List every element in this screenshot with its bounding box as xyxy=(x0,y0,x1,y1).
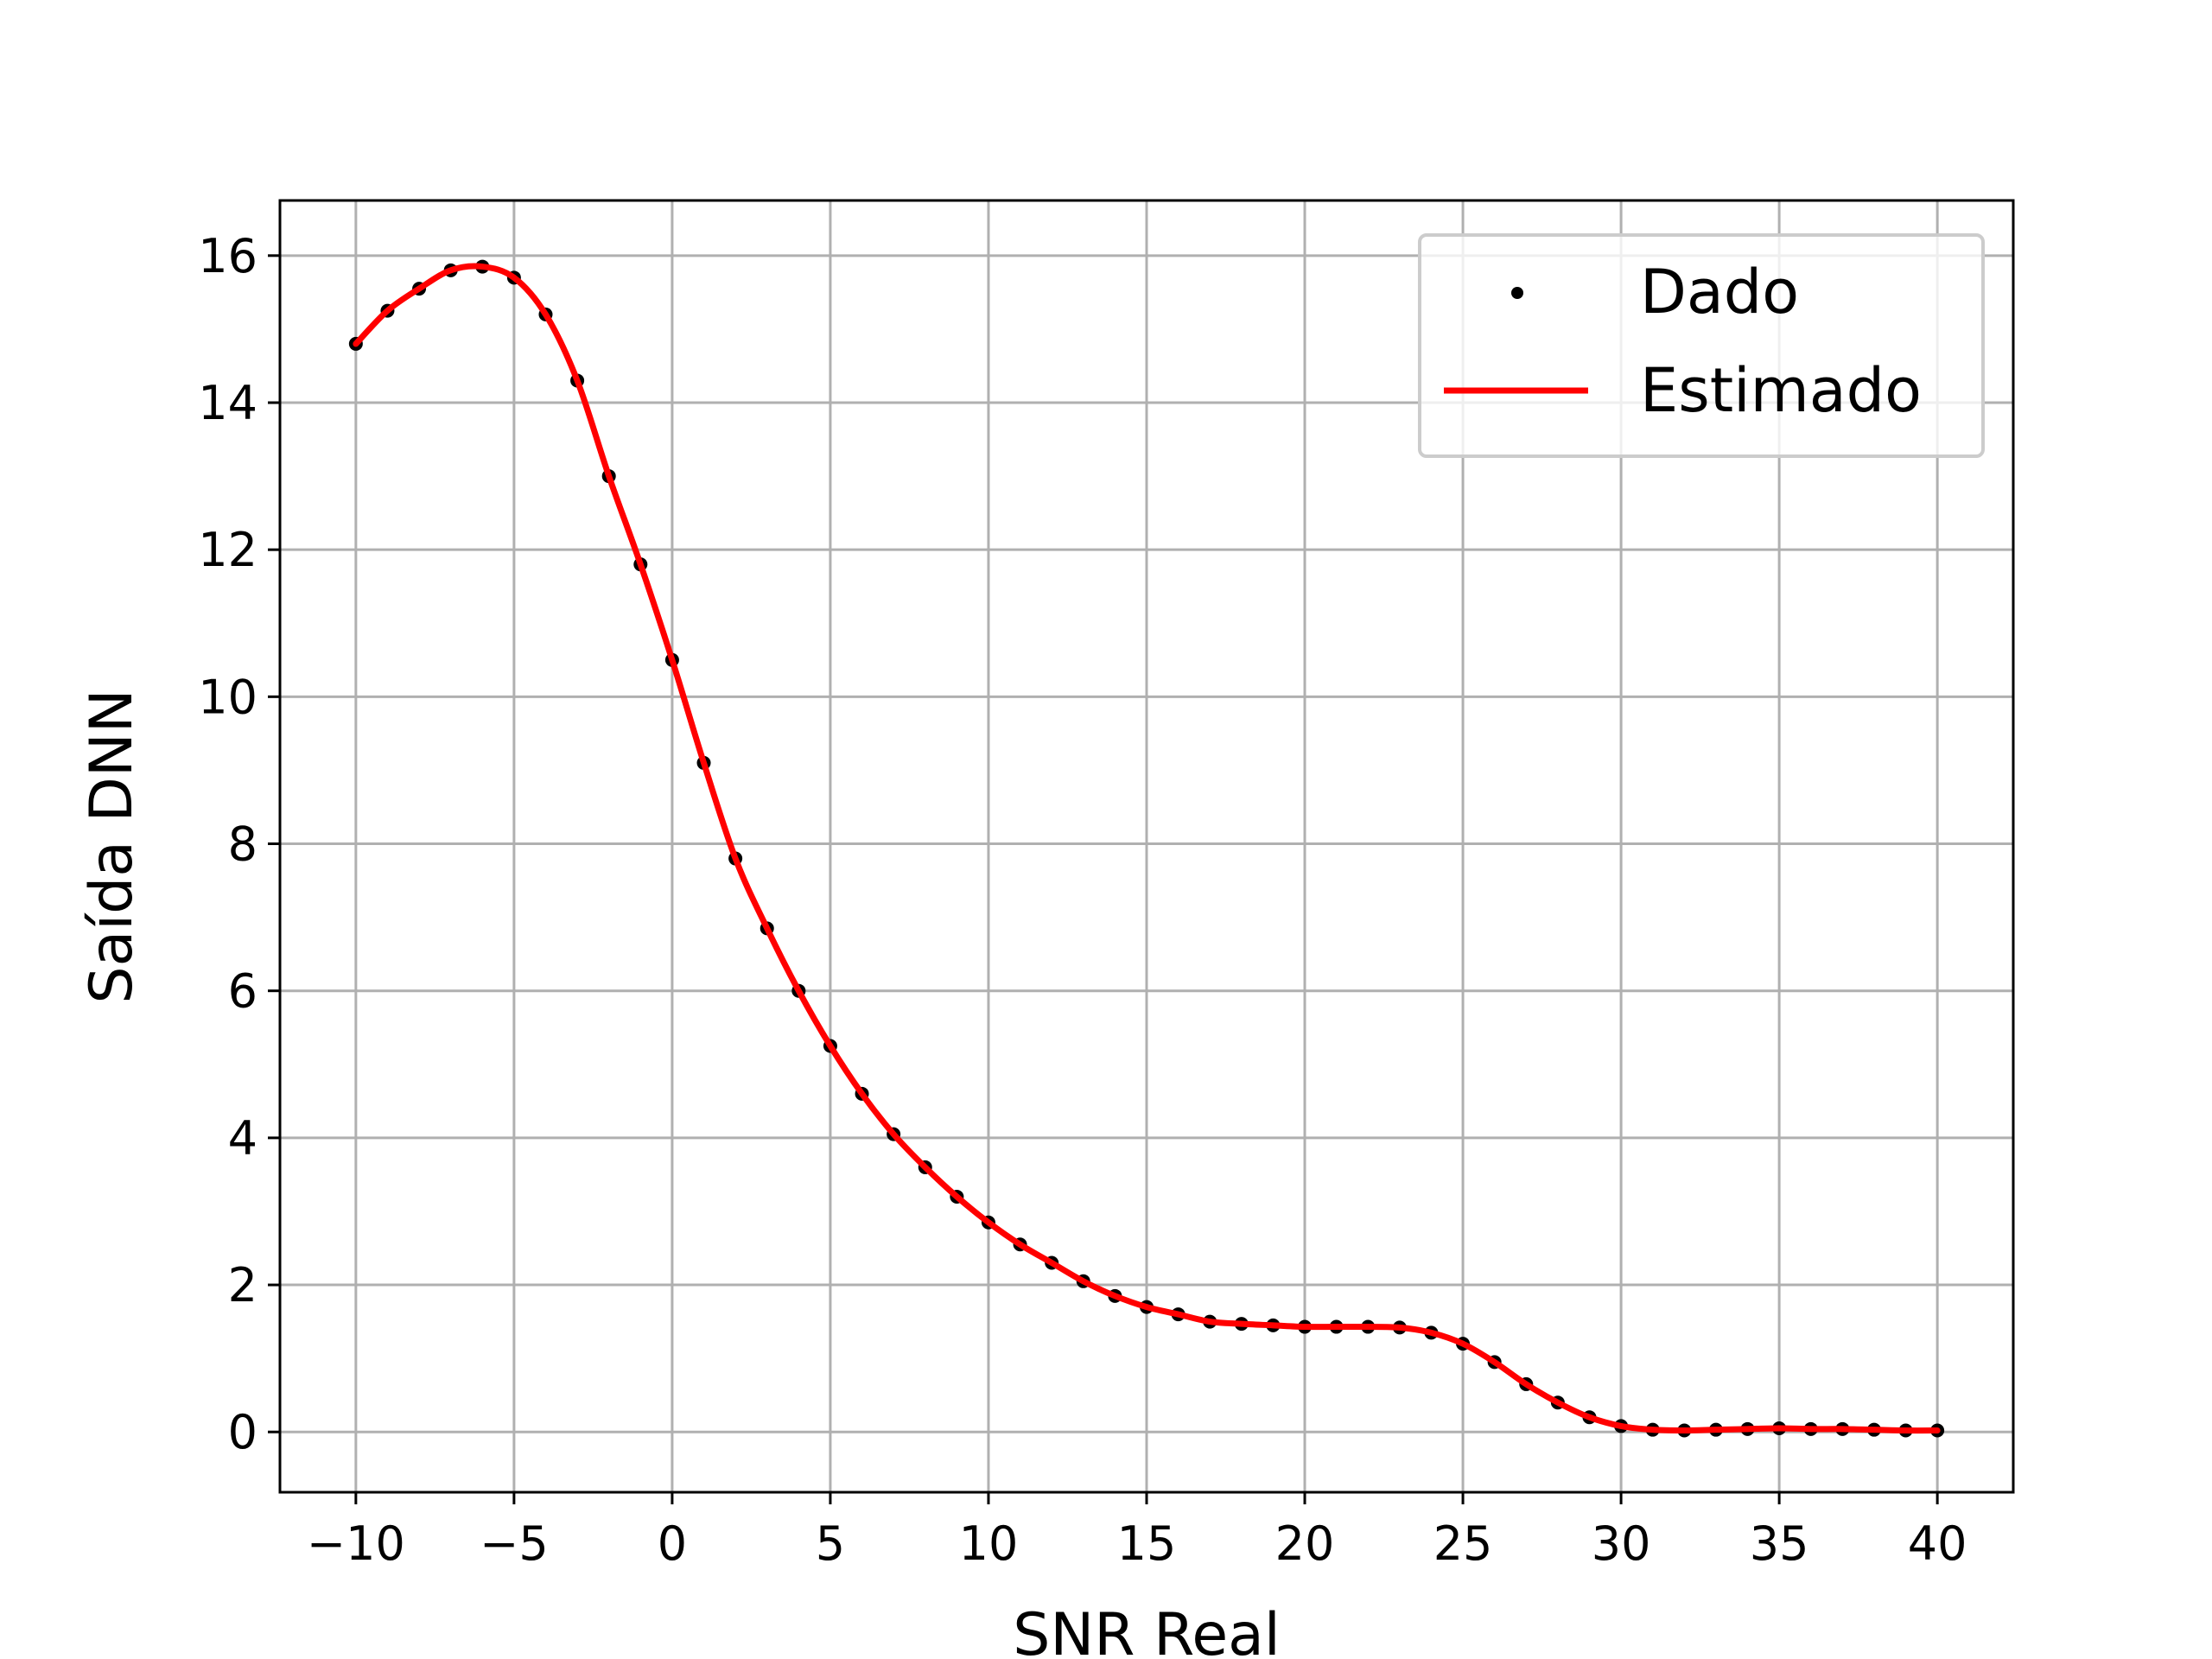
x-tick-label: −5 xyxy=(480,1516,549,1571)
x-tick-label: 10 xyxy=(959,1516,1019,1571)
x-tick-label: 0 xyxy=(658,1516,687,1571)
y-tick-label: 8 xyxy=(228,817,257,872)
x-tick-label: 30 xyxy=(1592,1516,1651,1571)
x-tick-label: 35 xyxy=(1750,1516,1809,1571)
y-tick-label: 14 xyxy=(198,376,257,430)
series-layer xyxy=(348,259,1945,1438)
legend-label-estimado: Estimado xyxy=(1640,355,1922,426)
y-tick-label: 2 xyxy=(228,1258,257,1313)
y-tick-label: 12 xyxy=(198,523,257,577)
y-tick-label: 4 xyxy=(228,1111,257,1166)
legend-marker-dado xyxy=(1511,287,1523,299)
y-tick-label: 10 xyxy=(198,670,257,724)
legend: Dado Estimado xyxy=(1418,233,1985,458)
series-line-estimado xyxy=(353,263,1941,1434)
y-tick-label: 6 xyxy=(228,964,257,1019)
x-tick-label: 25 xyxy=(1433,1516,1493,1571)
y-tick-label: 16 xyxy=(198,229,257,283)
x-tick-label: 5 xyxy=(816,1516,845,1571)
x-tick-label: −10 xyxy=(307,1516,405,1571)
x-tick-label: 40 xyxy=(1908,1516,1967,1571)
x-tick-label: 20 xyxy=(1275,1516,1335,1571)
legend-label-dado: Dado xyxy=(1640,257,1799,327)
ticks: −10 −5 0 5 10 15 20 25 30 35 40 0 2 4 6 8 10 12 14 16 xyxy=(198,229,1967,1571)
y-tick-label: 0 xyxy=(228,1405,257,1459)
x-tick-label: 15 xyxy=(1117,1516,1177,1571)
x-axis-label: SNR Real xyxy=(1013,1601,1281,1659)
y-axis-label: Saída DNN xyxy=(78,689,146,1003)
legend-box xyxy=(1418,233,1985,458)
